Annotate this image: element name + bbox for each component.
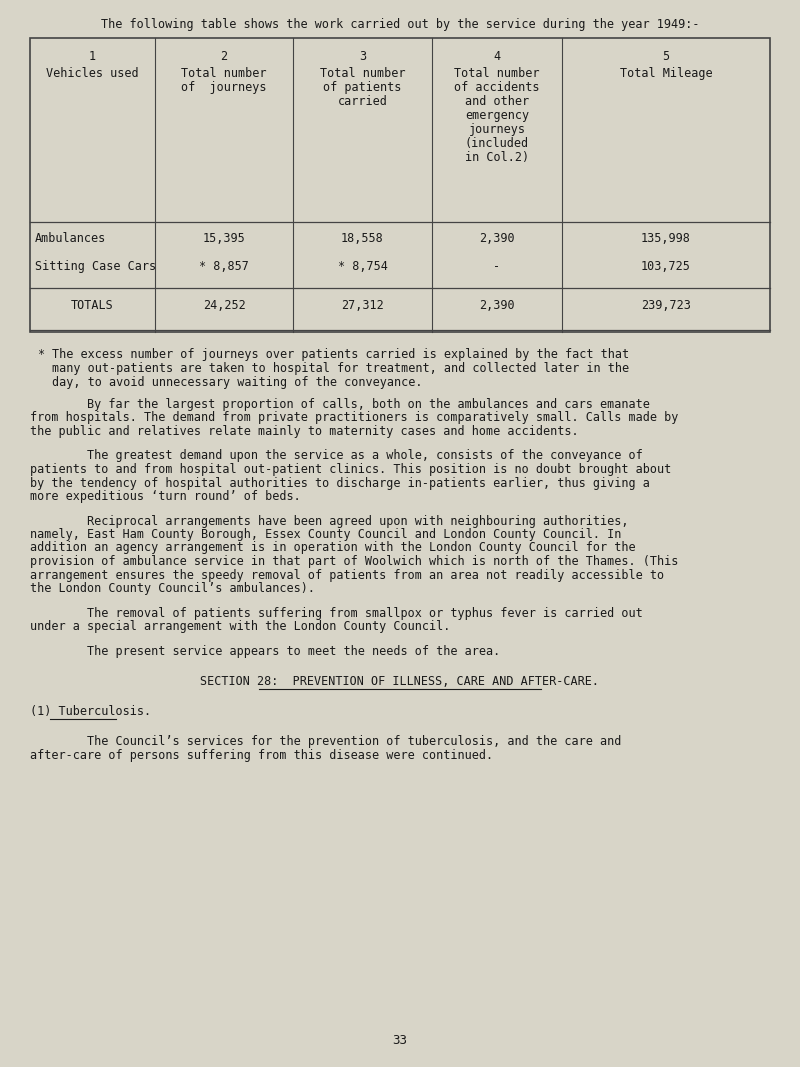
Text: 27,312: 27,312 bbox=[341, 299, 384, 312]
Text: 135,998: 135,998 bbox=[641, 232, 691, 245]
Text: of accidents: of accidents bbox=[454, 81, 540, 94]
Text: many out-patients are taken to hospital for treatment, and collected later in th: many out-patients are taken to hospital … bbox=[52, 362, 629, 375]
Text: -: - bbox=[494, 260, 501, 273]
Text: the public and relatives relate mainly to maternity cases and home accidents.: the public and relatives relate mainly t… bbox=[30, 425, 578, 437]
Text: provision of ambulance service in that part of Woolwich which is north of the Th: provision of ambulance service in that p… bbox=[30, 555, 678, 568]
Text: * 8,754: * 8,754 bbox=[338, 260, 387, 273]
Text: 2: 2 bbox=[221, 50, 227, 63]
Text: 103,725: 103,725 bbox=[641, 260, 691, 273]
Text: in Col.2): in Col.2) bbox=[465, 152, 529, 164]
Text: after-care of persons suffering from this disease were continued.: after-care of persons suffering from thi… bbox=[30, 748, 493, 762]
Text: namely, East Ham County Borough, Essex County Council and London County Council.: namely, East Ham County Borough, Essex C… bbox=[30, 528, 622, 541]
Text: 15,395: 15,395 bbox=[202, 232, 246, 245]
Text: carried: carried bbox=[338, 95, 387, 108]
Text: of patients: of patients bbox=[323, 81, 402, 94]
Text: 33: 33 bbox=[393, 1034, 407, 1047]
Text: patients to and from hospital out-patient clinics. This position is no doubt bro: patients to and from hospital out-patien… bbox=[30, 463, 671, 476]
Text: (included: (included bbox=[465, 137, 529, 150]
Text: 239,723: 239,723 bbox=[641, 299, 691, 312]
Text: Vehicles used: Vehicles used bbox=[46, 67, 139, 80]
Text: Ambulances: Ambulances bbox=[35, 232, 106, 245]
Text: and other: and other bbox=[465, 95, 529, 108]
Text: 2,390: 2,390 bbox=[479, 232, 515, 245]
Text: more expeditious ‘turn round’ of beds.: more expeditious ‘turn round’ of beds. bbox=[30, 490, 301, 503]
Text: 3: 3 bbox=[359, 50, 366, 63]
Text: Total number: Total number bbox=[182, 67, 266, 80]
Text: The Council’s services for the prevention of tuberculosis, and the care and: The Council’s services for the preventio… bbox=[30, 735, 622, 748]
Text: Total number: Total number bbox=[320, 67, 406, 80]
Text: 1: 1 bbox=[89, 50, 96, 63]
Text: emergency: emergency bbox=[465, 109, 529, 122]
Text: 4: 4 bbox=[494, 50, 501, 63]
Text: day, to avoid unnecessary waiting of the conveyance.: day, to avoid unnecessary waiting of the… bbox=[52, 376, 422, 389]
Text: Sitting Case Cars: Sitting Case Cars bbox=[35, 260, 156, 273]
Text: addition an agency arrangement is in operation with the London County Council fo: addition an agency arrangement is in ope… bbox=[30, 541, 636, 555]
Text: 2,390: 2,390 bbox=[479, 299, 515, 312]
Text: Total number: Total number bbox=[454, 67, 540, 80]
Text: of  journeys: of journeys bbox=[182, 81, 266, 94]
Text: the London County Council’s ambulances).: the London County Council’s ambulances). bbox=[30, 582, 315, 595]
Text: (1) Tuberculosis.: (1) Tuberculosis. bbox=[30, 705, 151, 718]
Text: 18,558: 18,558 bbox=[341, 232, 384, 245]
Text: The following table shows the work carried out by the service during the year 19: The following table shows the work carri… bbox=[101, 18, 699, 31]
Text: The removal of patients suffering from smallpox or typhus fever is carried out: The removal of patients suffering from s… bbox=[30, 606, 642, 620]
Text: under a special arrangement with the London County Council.: under a special arrangement with the Lon… bbox=[30, 620, 450, 633]
Text: SECTION 28:  PREVENTION OF ILLNESS, CARE AND AFTER-CARE.: SECTION 28: PREVENTION OF ILLNESS, CARE … bbox=[201, 675, 599, 688]
Text: The greatest demand upon the service as a whole, consists of the conveyance of: The greatest demand upon the service as … bbox=[30, 449, 642, 462]
Text: by the tendency of hospital authorities to discharge in-patients earlier, thus g: by the tendency of hospital authorities … bbox=[30, 477, 650, 490]
Text: from hospitals. The demand from private practitioners is comparatively small. Ca: from hospitals. The demand from private … bbox=[30, 412, 678, 425]
Text: 5: 5 bbox=[662, 50, 670, 63]
Text: Reciprocal arrangements have been agreed upon with neighbouring authorities,: Reciprocal arrangements have been agreed… bbox=[30, 514, 629, 527]
Bar bbox=[30, 38, 770, 332]
Text: TOTALS: TOTALS bbox=[71, 299, 114, 312]
Text: journeys: journeys bbox=[469, 123, 526, 136]
Text: By far the largest proportion of calls, both on the ambulances and cars emanate: By far the largest proportion of calls, … bbox=[30, 398, 650, 411]
Text: The excess number of journeys over patients carried is explained by the fact tha: The excess number of journeys over patie… bbox=[52, 348, 629, 361]
Text: The present service appears to meet the needs of the area.: The present service appears to meet the … bbox=[30, 644, 500, 657]
Text: 24,252: 24,252 bbox=[202, 299, 246, 312]
Text: * 8,857: * 8,857 bbox=[199, 260, 249, 273]
Text: arrangement ensures the speedy removal of patients from an area not readily acce: arrangement ensures the speedy removal o… bbox=[30, 569, 664, 582]
Text: Total Mileage: Total Mileage bbox=[620, 67, 712, 80]
Text: *: * bbox=[38, 348, 45, 361]
